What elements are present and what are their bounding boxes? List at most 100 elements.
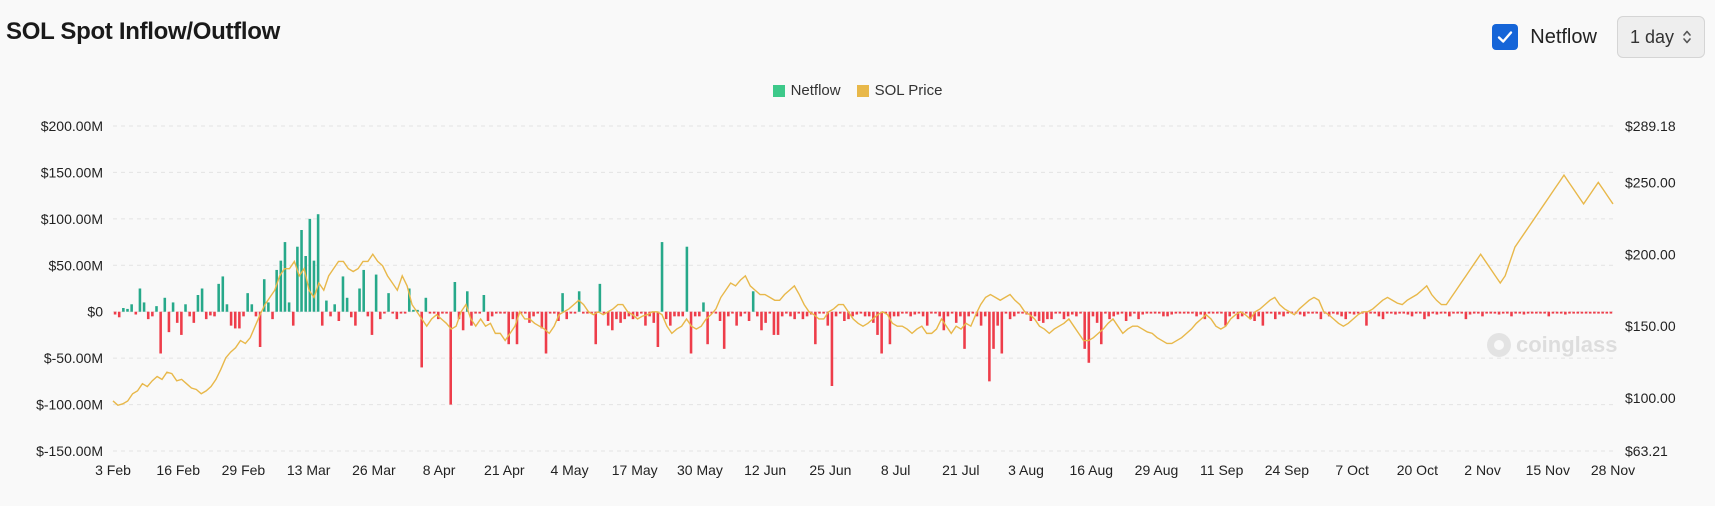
netflow-bar bbox=[1344, 311, 1348, 320]
netflow-bar bbox=[1058, 311, 1062, 314]
netflow-bar bbox=[499, 311, 502, 314]
netflow-bar bbox=[1419, 311, 1422, 314]
netflow-bar bbox=[1037, 311, 1041, 321]
netflow-bar bbox=[515, 311, 519, 345]
netflow-bar bbox=[209, 311, 212, 316]
netflow-bar bbox=[478, 311, 481, 314]
netflow-bar bbox=[540, 311, 544, 329]
x-axis-tick-label: 17 May bbox=[612, 462, 658, 478]
netflow-bar bbox=[130, 304, 133, 312]
left-axis-tick-label: $-150.00M bbox=[36, 443, 103, 459]
netflow-bar bbox=[1385, 311, 1389, 314]
netflow-bar bbox=[1352, 311, 1356, 315]
netflow-bar bbox=[1327, 311, 1331, 317]
legend-item-sol-price[interactable]: SOL Price bbox=[856, 82, 942, 99]
netflow-bar bbox=[345, 297, 349, 312]
netflow-bar bbox=[503, 311, 506, 314]
netflow-bar bbox=[1236, 311, 1240, 320]
netflow-bar bbox=[403, 311, 407, 314]
netflow-bar bbox=[1369, 311, 1372, 314]
netflow-bar bbox=[751, 291, 755, 312]
netflow-bar bbox=[1514, 311, 1517, 314]
netflow-bar bbox=[370, 311, 374, 335]
page-title: SOL Spot Inflow/Outflow bbox=[6, 18, 280, 45]
netflow-bar bbox=[1315, 311, 1319, 314]
netflow-bar bbox=[722, 311, 726, 349]
netflow-bar bbox=[1501, 311, 1505, 314]
netflow-bar bbox=[652, 311, 656, 323]
netflow-bar bbox=[586, 311, 589, 314]
netflow-bar bbox=[822, 311, 825, 314]
netflow-bar bbox=[486, 311, 490, 321]
netflow-bar bbox=[1319, 311, 1323, 320]
netflow-bar bbox=[834, 311, 838, 317]
netflow-bar bbox=[1539, 311, 1542, 314]
netflow-bar bbox=[756, 311, 759, 317]
netflow-bar bbox=[913, 311, 917, 315]
netflow-bar bbox=[1390, 311, 1393, 314]
netflow-bar bbox=[884, 311, 888, 314]
netflow-bar bbox=[1174, 311, 1178, 314]
netflow-bar bbox=[412, 309, 415, 312]
netflow-bar bbox=[1261, 311, 1265, 326]
netflow-bar bbox=[768, 311, 772, 314]
netflow-bar bbox=[805, 311, 809, 317]
netflow-bar bbox=[606, 311, 610, 326]
netflow-bar bbox=[188, 311, 191, 317]
x-axis-tick-label: 25 Jun bbox=[809, 462, 851, 478]
netflow-bar bbox=[536, 311, 540, 314]
netflow-bar bbox=[474, 311, 477, 314]
x-axis-tick-label: 12 Jun bbox=[744, 462, 786, 478]
netflow-bar bbox=[942, 311, 946, 331]
netflow-bar bbox=[673, 311, 676, 317]
coinglass-logo-inner bbox=[1494, 340, 1504, 350]
netflow-bar bbox=[457, 311, 461, 320]
netflow-bar bbox=[213, 311, 216, 317]
netflow-bar bbox=[573, 311, 577, 314]
grid-lines bbox=[113, 125, 1613, 452]
legend-label-netflow: Netflow bbox=[790, 82, 841, 99]
netflow-bar bbox=[1004, 311, 1008, 314]
netflow-bar bbox=[1033, 311, 1037, 317]
netflow-bar bbox=[1099, 311, 1103, 345]
netflow-bar bbox=[1062, 311, 1066, 320]
netflow-bar bbox=[532, 311, 535, 317]
netflow-bar bbox=[863, 311, 867, 317]
netflow-checkbox-label[interactable]: Netflow bbox=[1530, 25, 1597, 48]
netflow-bar bbox=[246, 293, 249, 312]
left-axis-ticks: $200.00M $150.00M $100.00M $50.00M $0 $-50.00… bbox=[36, 118, 103, 459]
netflow-bar bbox=[867, 311, 871, 317]
x-axis-tick-label: 30 May bbox=[677, 462, 723, 478]
netflow-checkbox[interactable] bbox=[1492, 24, 1519, 50]
netflow-bar bbox=[142, 302, 146, 312]
netflow-bar bbox=[192, 311, 196, 323]
netflow-bar bbox=[1149, 311, 1153, 314]
interval-select[interactable]: 1 day bbox=[1616, 16, 1705, 58]
netflow-bar bbox=[693, 311, 697, 317]
netflow-bar bbox=[1564, 311, 1567, 315]
sol-price-line bbox=[112, 173, 1614, 407]
netflow-bar bbox=[1332, 311, 1335, 314]
x-axis-tick-label: 3 Aug bbox=[1008, 462, 1044, 478]
chart-legend: Netflow SOL Price bbox=[0, 82, 1715, 99]
left-axis-tick-label: $50.00M bbox=[49, 257, 103, 273]
netflow-bar bbox=[524, 311, 527, 314]
netflow-bar bbox=[312, 260, 316, 312]
netflow-bar bbox=[238, 311, 241, 329]
netflow-bar bbox=[1340, 311, 1343, 317]
netflow-bar bbox=[548, 311, 552, 314]
checkmark-icon bbox=[1498, 31, 1513, 43]
netflow-bar bbox=[258, 311, 262, 347]
netflow-bar bbox=[511, 311, 515, 320]
netflow-bar bbox=[1576, 311, 1580, 314]
netflow-bar bbox=[565, 311, 569, 320]
netflow-bar bbox=[507, 311, 510, 345]
netflow-bar bbox=[1224, 311, 1227, 326]
legend-item-netflow[interactable]: Netflow bbox=[772, 82, 841, 99]
netflow-bar bbox=[349, 311, 353, 318]
netflow-bar bbox=[1431, 311, 1435, 314]
netflow-bar bbox=[163, 297, 167, 312]
netflow-bar bbox=[1000, 311, 1004, 354]
netflow-bar bbox=[731, 311, 734, 314]
